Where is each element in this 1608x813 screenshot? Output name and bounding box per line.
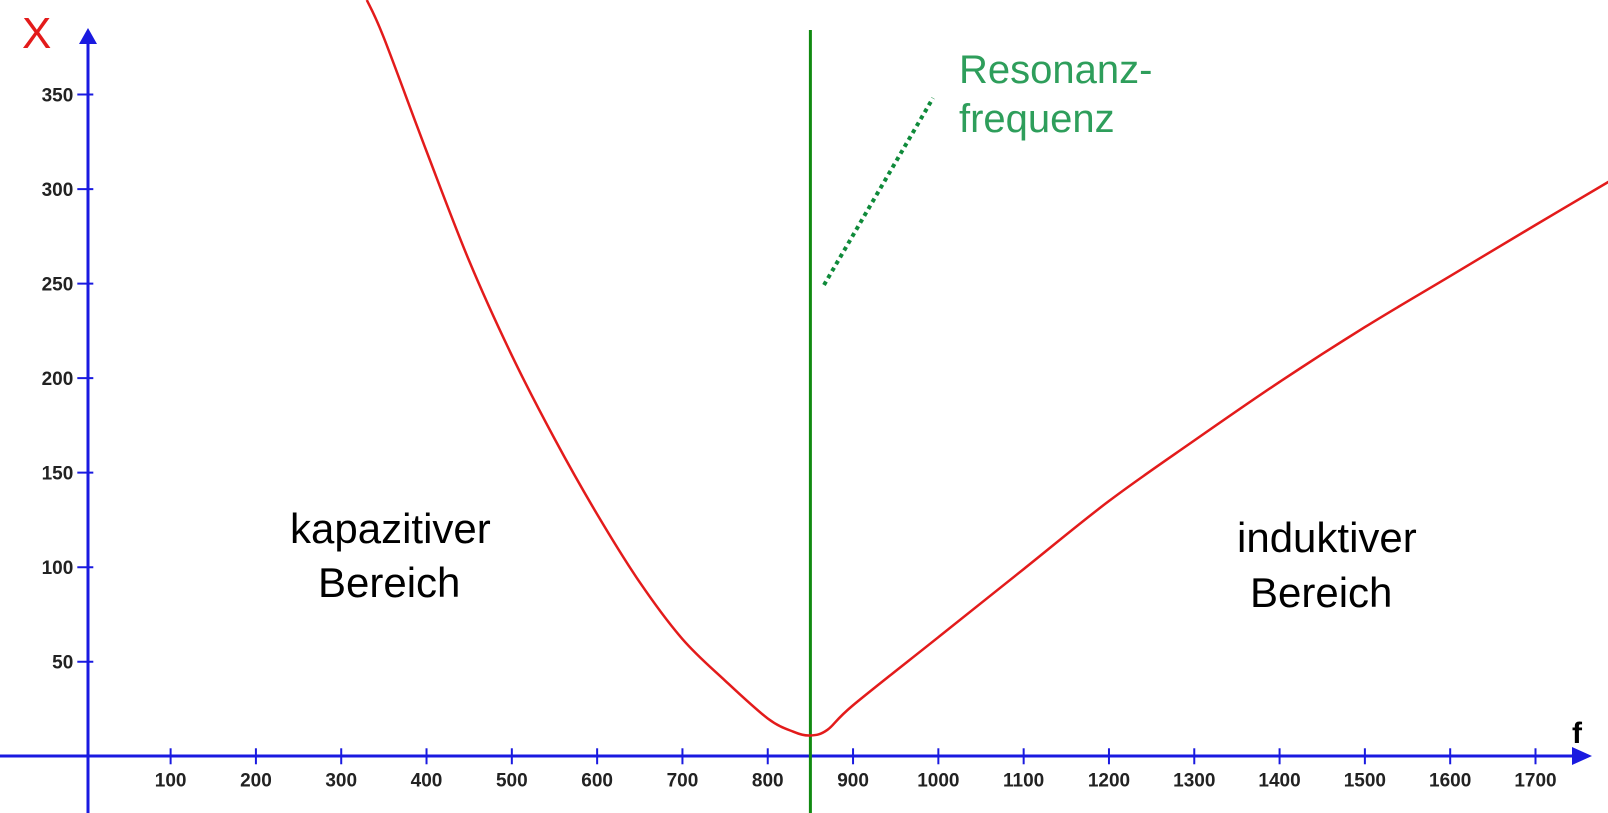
x-tick-label: 1100 [1003,770,1044,791]
region-left-line1: kapazitiver [290,505,491,552]
y-tick-label: 300 [42,180,74,201]
y-axis-label: X [22,9,51,58]
x-tick-label: 200 [240,770,272,791]
x-tick-label: 1700 [1514,770,1556,791]
x-tick-label: 700 [667,770,699,791]
y-tick-label: 350 [42,86,74,107]
y-tick-label: 200 [42,369,74,390]
x-tick-label: 1000 [917,770,959,791]
x-tick-label: 600 [581,770,613,791]
x-tick-label: 400 [411,770,443,791]
x-tick-label: 300 [325,770,357,791]
region-left-line2: Bereich [318,559,460,606]
x-tick-label: 800 [752,770,784,791]
x-axis-label: f [1572,717,1583,750]
y-tick-label: 50 [52,653,73,674]
x-axis-arrowhead [1572,747,1592,765]
axes [0,28,1592,813]
x-tick-label: 1300 [1173,770,1215,791]
x-tick-label: 1200 [1088,770,1130,791]
region-right-line2: Bereich [1250,569,1392,616]
x-tick-label: 1500 [1344,770,1386,791]
region-right-line1: induktiver [1237,514,1417,561]
resonance-pointer [822,96,935,287]
y-tick-label: 100 [42,558,74,579]
resonance-label-line2: frequenz [959,97,1115,141]
x-tick-label: 1400 [1258,770,1300,791]
x-ticks: 100 200 300 400 500 600 700 800 900 1000 1100 1200 1… [155,748,1557,791]
y-ticks: 50 100 150 200 250 300 350 [42,86,94,674]
y-axis-arrowhead [79,28,97,44]
reactance-curve [365,0,1608,737]
x-tick-label: 500 [496,770,528,791]
resonance-label-line1: Resonanz- [959,48,1152,92]
x-tick-label: 100 [155,770,187,791]
x-tick-label: 900 [837,770,869,791]
y-tick-label: 250 [42,275,74,296]
x-tick-label: 1600 [1429,770,1471,791]
y-tick-label: 150 [42,464,74,485]
